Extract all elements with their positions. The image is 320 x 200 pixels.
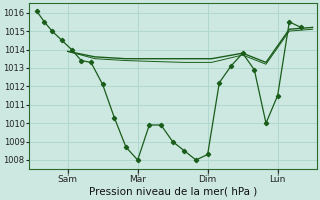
Text: |: | xyxy=(206,169,209,176)
X-axis label: Pression niveau de la mer( hPa ): Pression niveau de la mer( hPa ) xyxy=(89,187,257,197)
Text: |: | xyxy=(136,169,139,176)
Text: |: | xyxy=(276,169,279,176)
Text: |: | xyxy=(67,169,69,176)
